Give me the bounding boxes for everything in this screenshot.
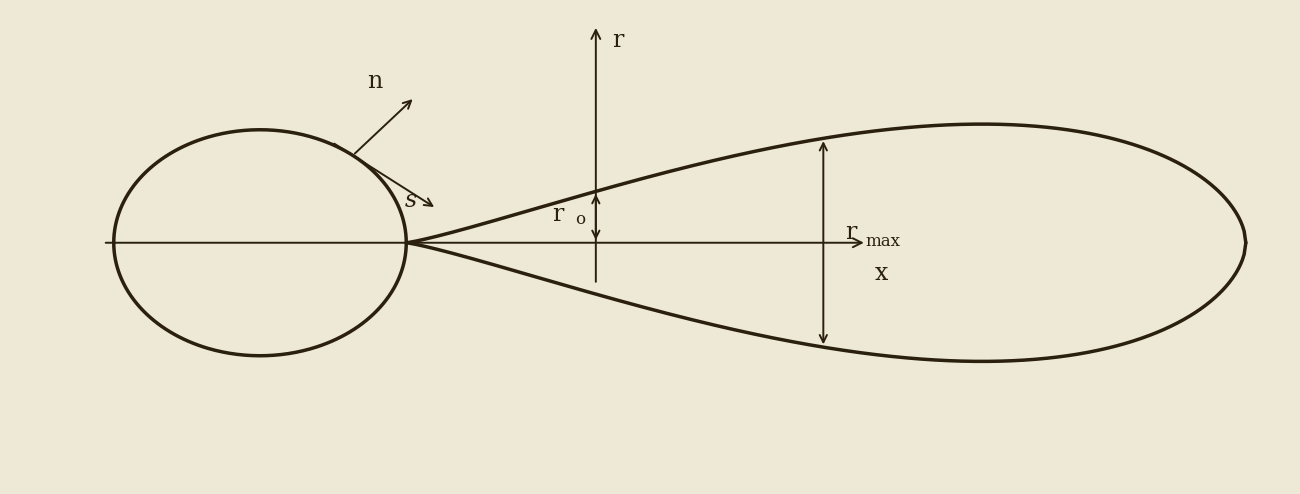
Text: r: r: [845, 221, 857, 244]
Text: s: s: [404, 189, 416, 212]
Text: x: x: [875, 262, 888, 285]
Text: o: o: [575, 211, 585, 228]
Text: r: r: [552, 203, 563, 226]
Text: n: n: [367, 70, 382, 93]
Text: r: r: [612, 29, 624, 52]
Text: max: max: [866, 233, 901, 250]
